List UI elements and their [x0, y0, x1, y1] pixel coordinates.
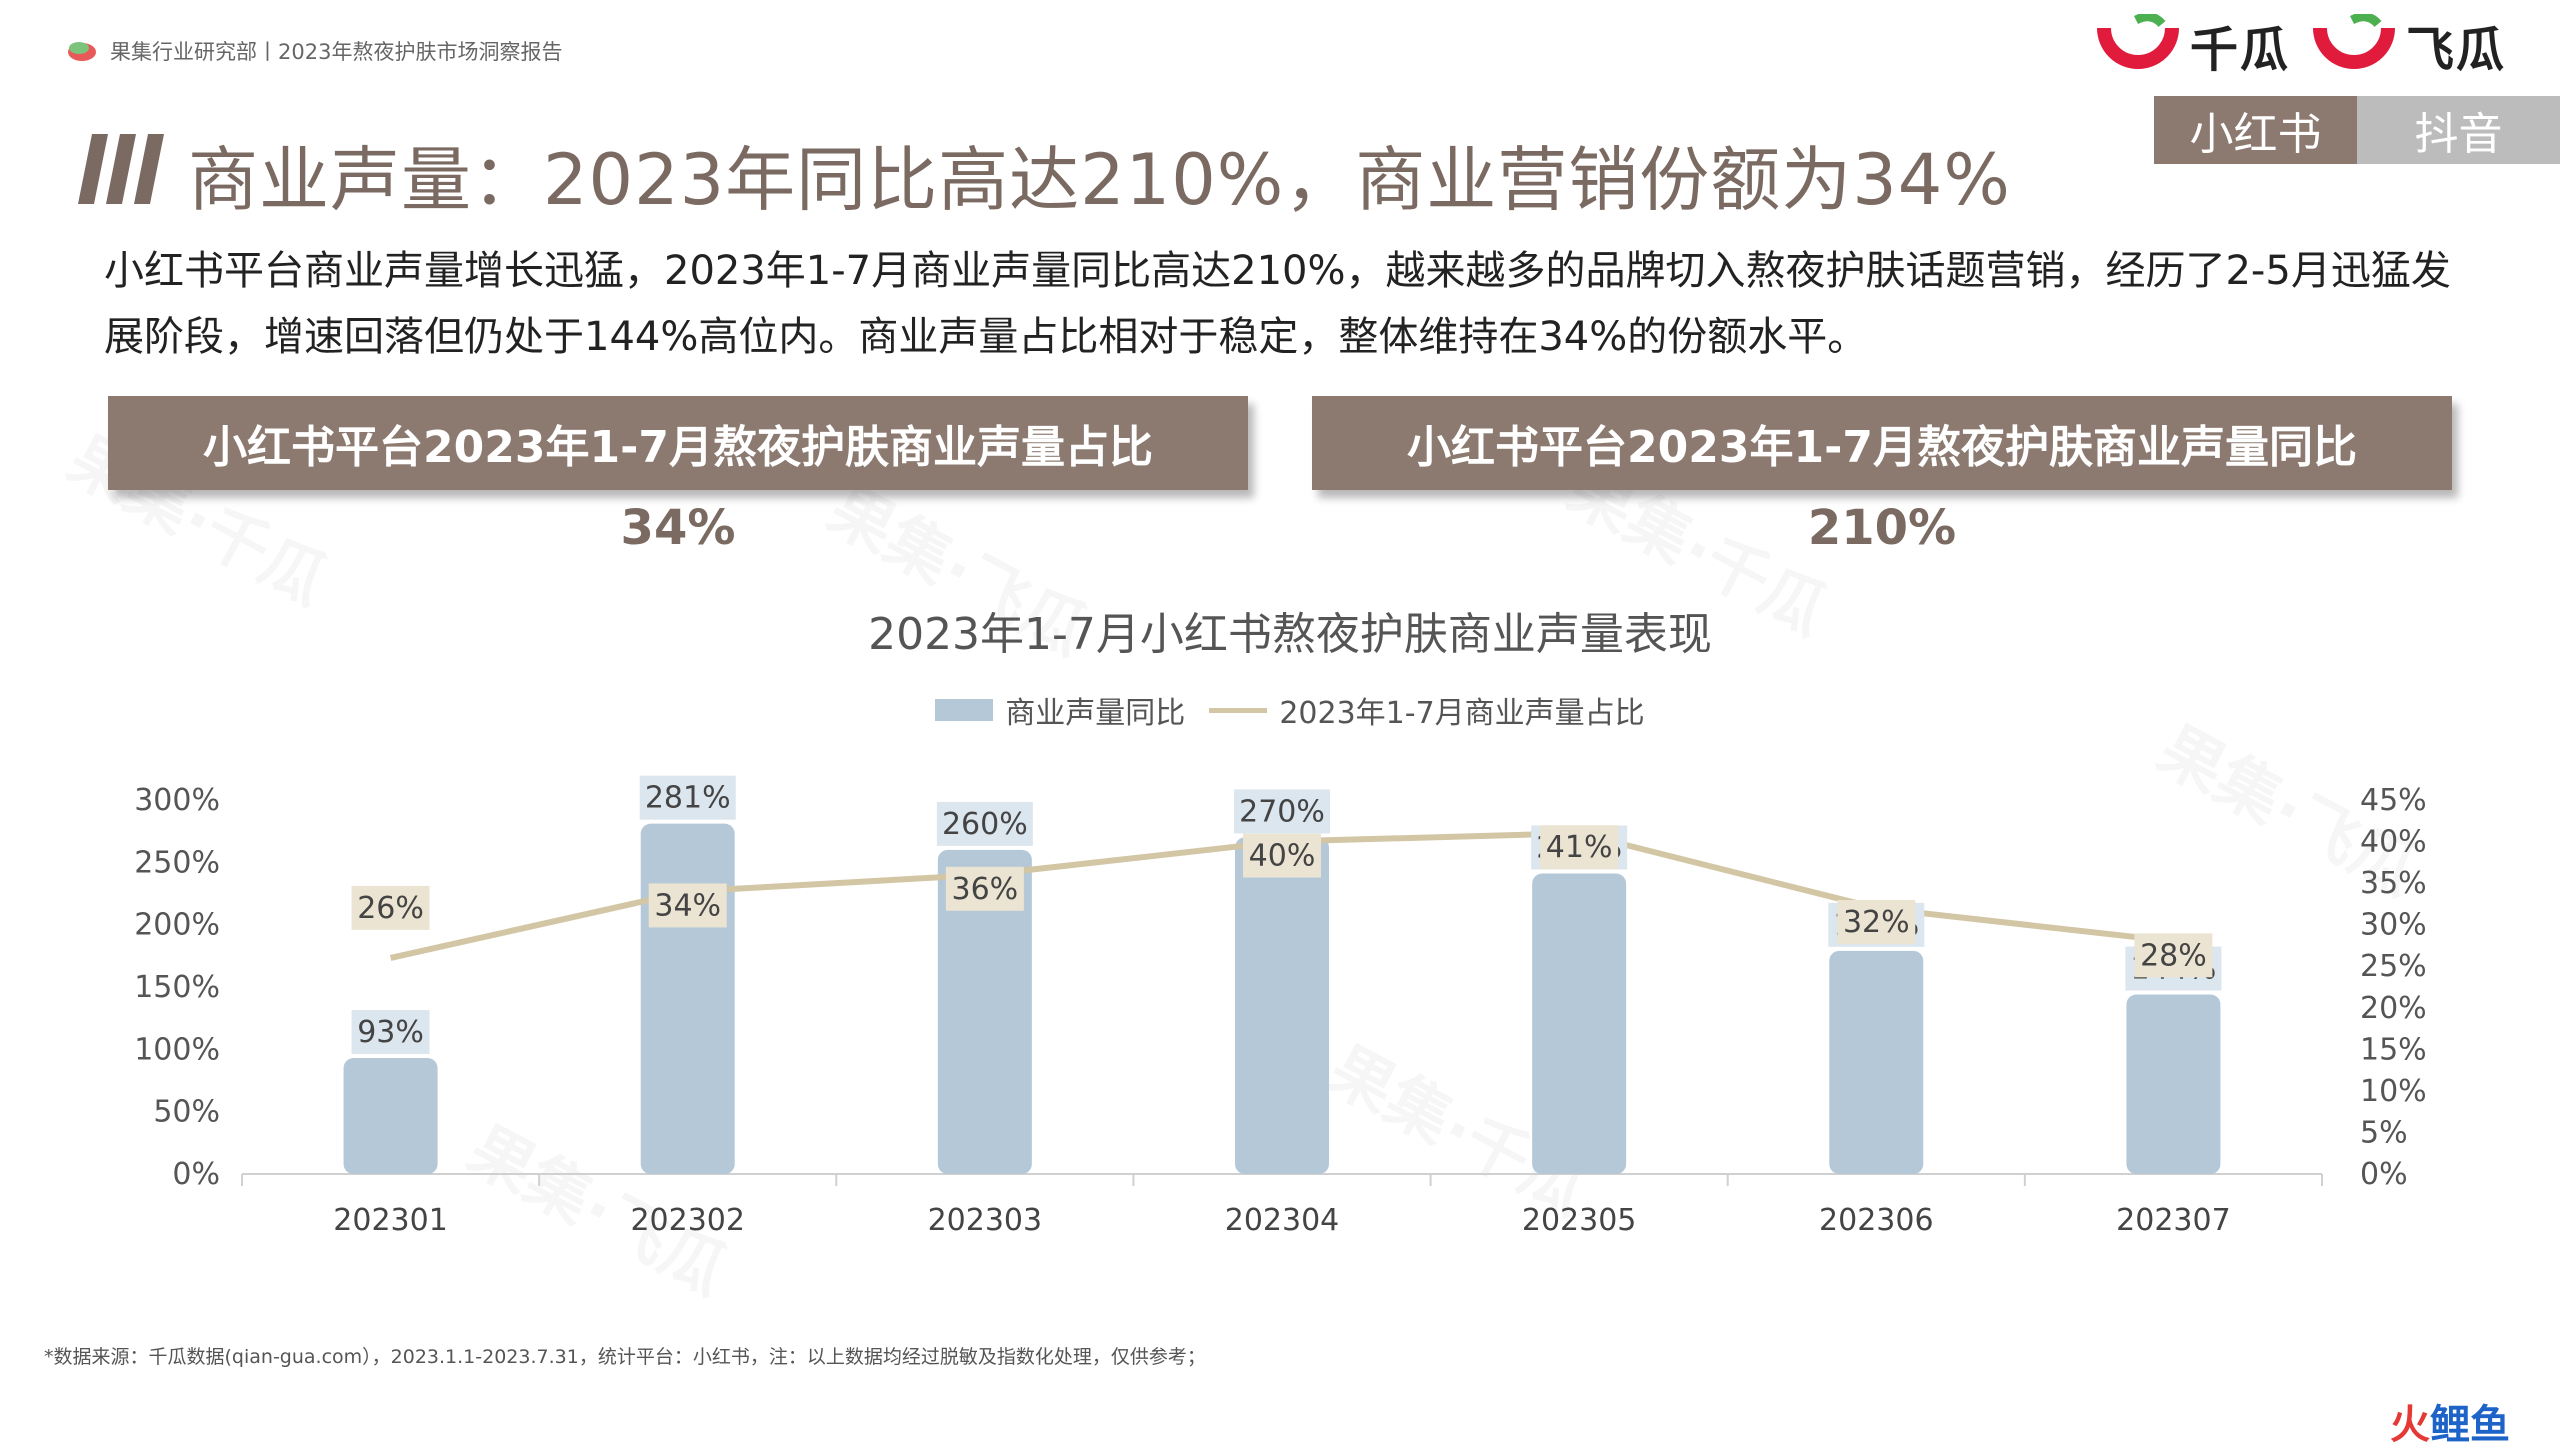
intro-paragraph: 小红书平台商业声量增长迅猛，2023年1-7月商业声量同比高达210%，越来越多… [104, 248, 2451, 360]
y-right-tick-label: 0% [2360, 1157, 2408, 1192]
y-right-tick-label: 10% [2360, 1074, 2427, 1109]
legend-line-swatch [1209, 707, 1268, 713]
line-label-bg [1540, 825, 1619, 870]
x-tick-label: 202302 [630, 1203, 745, 1238]
legend-bar-swatch [935, 699, 994, 721]
bar [1235, 837, 1329, 1174]
bar-label-bg [351, 1010, 430, 1055]
kpi-share-value: 34% [620, 500, 736, 556]
title-stripes-icon [78, 134, 164, 204]
y-left-tick-label: 200% [134, 908, 220, 943]
corner-logo: 火鲤鱼 [2390, 1392, 2510, 1450]
legend-item-line: 2023年1-7月商业声量占比 [1209, 688, 1645, 732]
legend-item-bar: 商业声量同比 [935, 688, 1185, 732]
legend-bar-label: 商业声量同比 [1005, 696, 1186, 731]
bar-label-bg [936, 801, 1033, 846]
platform-tabs: 小红书 抖音 [2154, 96, 2560, 164]
x-tick-label: 202307 [2116, 1203, 2231, 1238]
y-right-tick-label: 40% [2360, 825, 2427, 860]
kpi-yoy-header: 小红书平台2023年1-7月熬夜护肤商业声量同比 [1312, 396, 2452, 490]
bar-label-bg [1234, 789, 1330, 834]
line-data-label: 41% [1546, 830, 1613, 865]
bar-data-label: 270% [1239, 794, 1325, 829]
corner-logo-part1: 火 [2390, 1402, 2430, 1448]
line-label-bg [648, 883, 727, 928]
y-right-tick-label: 5% [2360, 1115, 2408, 1150]
bar [2126, 994, 2221, 1174]
x-tick-label: 202306 [1819, 1203, 1934, 1238]
y-right-tick-label: 25% [2360, 949, 2427, 984]
line-data-label: 34% [654, 888, 721, 923]
line-data-label: 32% [1843, 905, 1910, 940]
footnote: *数据来源：千瓜数据(qian-gua.com），2023.1.1-2023.7… [44, 1346, 1206, 1368]
line-data-label: 28% [2140, 938, 2207, 973]
bar-label-bg [639, 775, 736, 820]
x-tick-label: 202304 [1225, 1203, 1340, 1238]
x-tick-label: 202301 [333, 1203, 448, 1238]
y-right-tick-label: 15% [2360, 1032, 2427, 1067]
line-label-bg [1243, 833, 1321, 878]
line-data-label: 40% [1249, 839, 1316, 874]
brand-leaf-icon [68, 42, 96, 61]
y-left-tick-label: 150% [134, 970, 220, 1005]
bar [1532, 873, 1627, 1174]
bar [640, 823, 735, 1174]
corner-logo-part2: 鲤鱼 [2430, 1402, 2510, 1448]
feigua-logo-icon [2313, 14, 2395, 69]
y-right-tick-label: 35% [2360, 866, 2427, 901]
line-data-label: 36% [952, 872, 1019, 907]
qiangua-logo-icon [2097, 14, 2179, 69]
bar [937, 849, 1032, 1174]
y-left-tick-label: 0% [172, 1157, 220, 1192]
bar-data-label: 93% [357, 1015, 424, 1050]
line-label-bg [351, 885, 430, 930]
kpi-share-header: 小红书平台2023年1-7月熬夜护肤商业声量占比 [108, 396, 1248, 490]
y-right-tick-label: 20% [2360, 991, 2427, 1026]
feigua-logo-text: 飞瓜 [2406, 22, 2507, 78]
y-left-tick-label: 50% [153, 1095, 220, 1130]
x-tick-label: 202305 [1522, 1203, 1637, 1238]
x-tick-label: 202303 [928, 1203, 1043, 1238]
y-left-tick-label: 250% [134, 845, 220, 880]
chart-title: 2023年1-7月小红书熬夜护肤商业声量表现 [868, 609, 1712, 660]
page-title: 商业声量：2023年同比高达210%，商业营销份额为34% [188, 139, 2011, 221]
line-label-bg [945, 866, 1024, 911]
department-label: 果集行业研究部丨2023年熬夜护肤市场洞察报告 [110, 40, 563, 64]
qiangua-logo-text: 千瓜 [2190, 22, 2291, 78]
y-left-tick-label: 100% [134, 1032, 220, 1067]
kpi-yoy-value: 210% [1807, 500, 1957, 556]
bar [1829, 950, 1924, 1174]
bar [343, 1058, 438, 1174]
logo-qiangua: 千瓜 [2096, 14, 2290, 78]
y-right-tick-label: 30% [2360, 908, 2427, 943]
bar-data-label: 281% [645, 781, 731, 816]
bar-data-label: 260% [942, 807, 1028, 842]
combo-chart: 0% 50% 100% 150% 200% 250% 300% 0% 5% 10% 15% 20% 25… [134, 775, 2427, 1238]
tab-douyin[interactable]: 抖音 [2357, 96, 2560, 164]
tab-xiaohongshu[interactable]: 小红书 [2154, 96, 2357, 164]
chart-legend: 商业声量同比 2023年1-7月商业声量占比 [0, 688, 2560, 732]
y-left-tick-label: 300% [134, 783, 220, 818]
line-data-label: 26% [357, 891, 424, 926]
line-label-bg [2134, 933, 2213, 978]
y-right-tick-label: 45% [2360, 783, 2427, 818]
logo-feigua: 飞瓜 [2312, 14, 2506, 78]
legend-line-label: 2023年1-7月商业声量占比 [1279, 696, 1645, 731]
line-label-bg [1837, 900, 1916, 945]
